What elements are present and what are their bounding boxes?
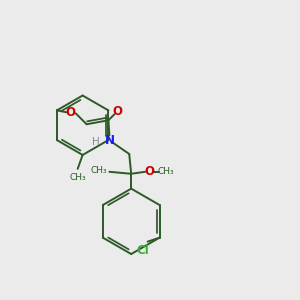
Text: H: H [92,137,99,147]
Text: Cl: Cl [136,244,149,256]
Text: CH₃: CH₃ [158,167,174,176]
Text: O: O [144,165,154,178]
Text: CH₃: CH₃ [91,166,107,175]
Text: O: O [66,106,76,119]
Text: N: N [104,134,114,147]
Text: CH₃: CH₃ [69,173,86,182]
Text: O: O [112,105,122,118]
